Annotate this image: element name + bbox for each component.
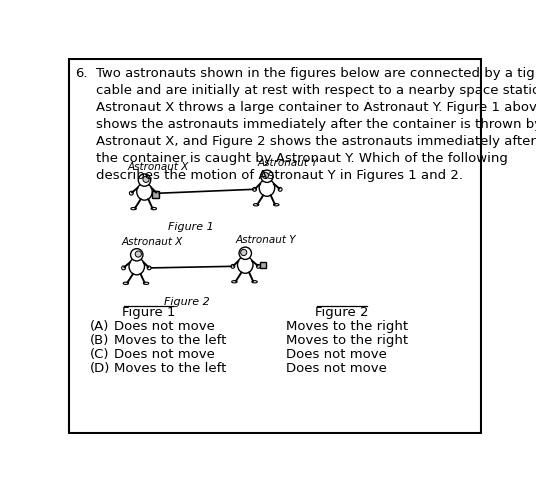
Ellipse shape bbox=[129, 258, 145, 275]
Circle shape bbox=[231, 265, 235, 269]
Ellipse shape bbox=[232, 281, 237, 284]
Text: Figure 2: Figure 2 bbox=[164, 296, 210, 306]
Ellipse shape bbox=[273, 204, 279, 206]
Circle shape bbox=[131, 249, 143, 262]
Text: Astronaut Y: Astronaut Y bbox=[236, 235, 296, 244]
Text: (B): (B) bbox=[90, 334, 110, 346]
Text: Does not move: Does not move bbox=[114, 320, 214, 333]
Circle shape bbox=[241, 250, 247, 256]
Ellipse shape bbox=[237, 257, 253, 274]
Text: Moves to the left: Moves to the left bbox=[114, 334, 226, 346]
Text: 6.: 6. bbox=[75, 67, 87, 80]
Text: Moves to the right: Moves to the right bbox=[286, 334, 408, 346]
Circle shape bbox=[260, 171, 273, 183]
Circle shape bbox=[129, 192, 133, 196]
Text: Astronaut X: Astronaut X bbox=[128, 162, 189, 171]
Text: Does not move: Does not move bbox=[114, 347, 214, 361]
Ellipse shape bbox=[252, 281, 257, 284]
Ellipse shape bbox=[123, 283, 129, 285]
Circle shape bbox=[262, 173, 269, 179]
Text: Astronaut X: Astronaut X bbox=[121, 236, 183, 246]
Circle shape bbox=[257, 265, 260, 269]
Text: Two astronauts shown in the figures below are connected by a tight
cable and are: Two astronauts shown in the figures belo… bbox=[96, 67, 536, 182]
Text: Moves to the right: Moves to the right bbox=[286, 320, 408, 333]
Circle shape bbox=[155, 192, 159, 196]
Text: Figure 2: Figure 2 bbox=[315, 305, 369, 318]
Circle shape bbox=[239, 247, 251, 260]
Ellipse shape bbox=[143, 283, 149, 285]
Text: Does not move: Does not move bbox=[286, 347, 387, 361]
Text: Figure 1: Figure 1 bbox=[122, 305, 175, 318]
Text: Figure 1: Figure 1 bbox=[168, 222, 214, 231]
FancyBboxPatch shape bbox=[152, 191, 159, 199]
Text: (A): (A) bbox=[90, 320, 110, 333]
FancyBboxPatch shape bbox=[260, 262, 266, 268]
Text: Moves to the left: Moves to the left bbox=[114, 361, 226, 374]
Text: (C): (C) bbox=[90, 347, 110, 361]
Text: (D): (D) bbox=[90, 361, 110, 374]
Circle shape bbox=[135, 251, 142, 258]
FancyBboxPatch shape bbox=[69, 60, 481, 433]
Ellipse shape bbox=[137, 184, 152, 201]
Circle shape bbox=[122, 266, 125, 270]
Ellipse shape bbox=[254, 204, 259, 206]
Text: Does not move: Does not move bbox=[286, 361, 387, 374]
Circle shape bbox=[278, 188, 282, 192]
Circle shape bbox=[138, 175, 151, 187]
Ellipse shape bbox=[131, 208, 136, 210]
Text: Astronaut Y: Astronaut Y bbox=[258, 158, 318, 168]
Circle shape bbox=[143, 177, 149, 183]
Circle shape bbox=[147, 266, 151, 270]
Ellipse shape bbox=[259, 180, 275, 197]
Ellipse shape bbox=[151, 208, 157, 210]
Circle shape bbox=[252, 188, 257, 192]
